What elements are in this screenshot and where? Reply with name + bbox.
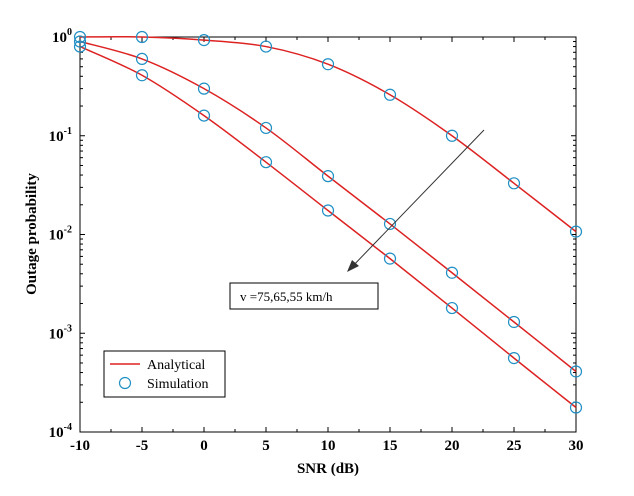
annotation-text: v =75,65,55 km/h [240,289,333,304]
x-tick-label: -10 [70,438,90,454]
series-lines [79,36,577,409]
simulation-point [507,352,521,365]
simulation-point [445,266,459,279]
simulation-markers [73,30,583,414]
simulation-point [73,40,87,53]
y-tick-label: 10-3 [49,323,72,342]
simulation-point [569,225,583,238]
simulation-point [135,30,149,44]
x-tick-label: 25 [507,438,522,454]
analytical-line-2 [79,40,577,373]
x-axis-label: SNR (dB) [297,461,359,477]
simulation-point [135,69,149,82]
simulation-point [321,170,335,183]
x-tick-label: 0 [200,438,208,454]
x-tick-label: 15 [383,438,398,454]
x-tick-label: 30 [569,438,584,454]
analytical-line-1 [79,36,577,233]
x-tick-label: 20 [445,438,460,454]
simulation-point [197,109,211,122]
legend-simulation-label: Simulation [147,377,208,392]
simulation-point [507,177,521,190]
simulation-point [507,315,521,329]
analytical-line-3 [79,45,577,409]
legend-analytical-label: Analytical [147,358,205,373]
annotation-box [229,282,379,310]
annotation-arrowhead [347,260,359,272]
simulation-point [445,301,459,315]
y-tick-label: 10-2 [49,225,72,244]
simulation-point [197,82,211,95]
y-tick-label: 10-4 [49,422,72,441]
x-tick-label: -5 [136,438,149,454]
simulation-point [383,88,397,101]
simulation-point [259,40,273,53]
y-axis-label: Outage probability [24,173,40,295]
simulation-point [73,30,87,44]
x-tick-label: 5 [262,438,270,454]
simulation-point [259,121,273,135]
simulation-point [259,156,273,169]
annotation: v =75,65,55 km/h [229,129,485,310]
simulation-point [383,252,397,265]
annotation-arrow [348,129,485,271]
legend: Analytical Simulation [103,350,226,398]
simulation-point [383,217,397,231]
x-tick-label: 10 [321,438,336,454]
simulation-point [569,401,583,414]
simulation-point [135,52,149,66]
y-tick-label: 10-1 [49,126,72,145]
simulation-point [73,35,87,48]
legend-simulation-swatch [118,376,132,390]
simulation-point [321,58,335,71]
simulation-point [445,129,459,142]
legend-box [103,350,226,398]
axis-ticks: -10 -5 0 5 10 15 20 25 30 100 10-1 10-2 10-3 10-4 [49,27,584,454]
simulation-point [197,34,211,47]
y-tick-label: 100 [52,27,72,46]
simulation-point [569,365,583,378]
simulation-point [321,204,335,217]
